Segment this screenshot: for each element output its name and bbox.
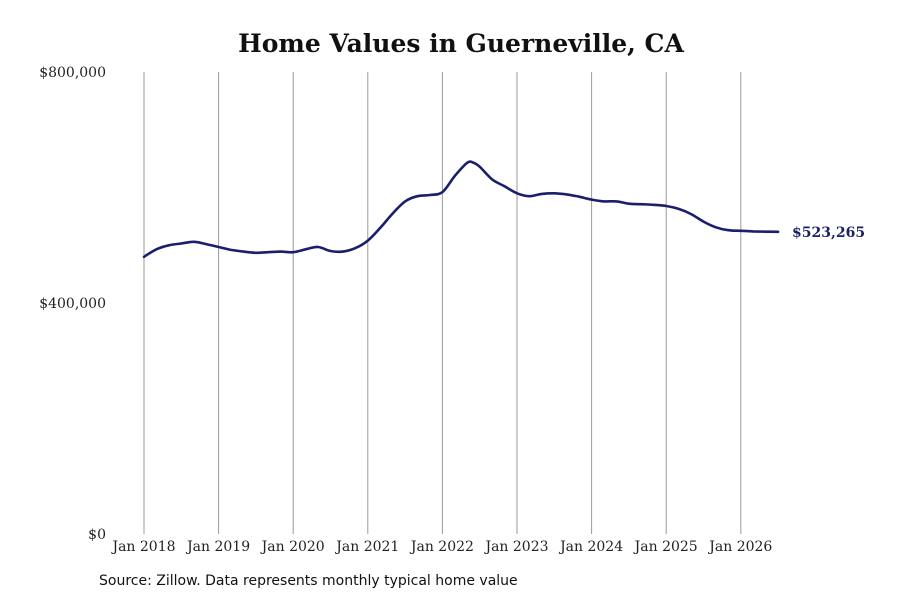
x-tick-label: Jan 2020 [260, 539, 325, 555]
y-tick-label: $0 [88, 527, 106, 543]
x-tick-label: Jan 2018 [110, 539, 175, 555]
chart-title: Home Values in Guerneville, CA [238, 29, 684, 58]
x-axis-ticks: Jan 2018 Jan 2019 Jan 2020 Jan 2021 Jan 2022… [110, 539, 772, 555]
source-note: Source: Zillow. Data represents monthly … [99, 573, 518, 589]
x-tick-label: Jan 2021 [334, 539, 399, 555]
x-tick-label: Jan 2026 [707, 539, 772, 555]
series-layer [142, 160, 780, 259]
x-tick-label: Jan 2019 [185, 539, 250, 555]
gridlines [143, 72, 742, 534]
end-value-label: $523,265 [792, 225, 865, 241]
x-tick-label: Jan 2025 [633, 539, 698, 555]
y-tick-label: $800,000 [39, 65, 106, 81]
x-tick-label: Jan 2023 [483, 539, 548, 555]
x-tick-label: Jan 2022 [409, 539, 474, 555]
end-label-layer: $523,265 [792, 225, 865, 241]
y-axis-ticks: $0 $400,000 $800,000 [39, 65, 106, 543]
x-tick-label: Jan 2024 [558, 539, 623, 555]
y-tick-label: $400,000 [39, 296, 106, 312]
series-line-0 [142, 160, 780, 259]
